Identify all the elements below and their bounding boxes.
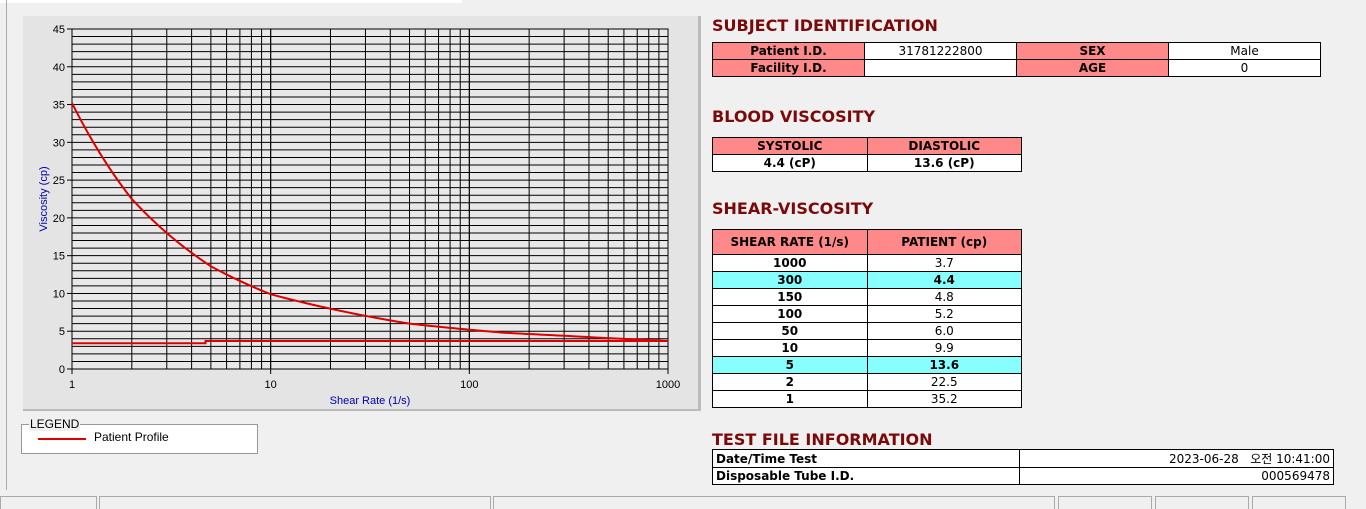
shear-row: 100 5.2 [712, 305, 1022, 323]
systolic-value: 4.4 (cP) [712, 154, 868, 172]
testfile-title: TEST FILE INFORMATION [712, 430, 933, 449]
shear-rate: 300 [712, 271, 868, 289]
facility-id [864, 59, 1017, 77]
shear-rate: 5 [712, 356, 868, 374]
legend-line-swatch [38, 438, 86, 440]
patient-value: 4.8 [866, 288, 1022, 306]
legend-entry: Patient Profile [94, 430, 169, 444]
y-tick-label: 10 [53, 288, 65, 300]
y-tick-label: 25 [53, 175, 65, 187]
shear-row: 2 22.5 [712, 373, 1022, 391]
viscosity-chart: 0 5 10 15 20 25 30 35 40 45 1 10 100 1000 Shear Rate (… [23, 16, 701, 411]
diastolic-label: DIASTOLIC [866, 137, 1022, 155]
status-pane [1155, 496, 1249, 509]
patient-value: 35.2 [866, 390, 1022, 408]
status-pane [1252, 496, 1346, 509]
status-pane [1058, 496, 1152, 509]
shear-rate: 1000 [712, 254, 868, 272]
y-axis-label: Viscosity (cp) [38, 166, 50, 231]
patient-value: 6.0 [866, 322, 1022, 340]
tube-value: 000569478 [1019, 467, 1334, 485]
shear-rate: 50 [712, 322, 868, 340]
systolic-label: SYSTOLIC [712, 137, 868, 155]
shear-row: 1 35.2 [712, 390, 1022, 408]
x-tick-label: 1 [69, 379, 75, 391]
subject-title: SUBJECT IDENTIFICATION [712, 16, 938, 35]
patient-value: 5.2 [866, 305, 1022, 323]
tube-label: Disposable Tube I.D. [712, 467, 1020, 485]
y-tick-label: 40 [53, 62, 65, 74]
shear-row: 5 13.6 [712, 356, 1022, 374]
frame-border [6, 0, 7, 490]
facility-label: Facility I.D. [712, 59, 865, 77]
patient-id: 31781222800 [864, 42, 1017, 60]
blood-title: BLOOD VISCOSITY [712, 107, 876, 126]
shear-rate: 150 [712, 288, 868, 306]
y-tick-label: 30 [53, 137, 65, 149]
status-pane [0, 496, 97, 509]
patient-value: 3.7 [866, 254, 1022, 272]
legend-title: LEGEND [29, 417, 81, 431]
x-axis-label: Shear Rate (1/s) [330, 395, 411, 407]
date-label: Date/Time Test [712, 449, 1020, 468]
shear-rate: 100 [712, 305, 868, 323]
sex-label: SEX [1016, 42, 1169, 60]
patient-profile-line [71, 102, 669, 343]
shear-rate: 2 [712, 373, 868, 391]
patient-value: 13.6 [866, 356, 1022, 374]
shear-row: 10 9.9 [712, 339, 1022, 357]
shear-rate: 10 [712, 339, 868, 357]
patient-header: PATIENT (cp) [866, 229, 1022, 255]
y-tick-label: 15 [53, 251, 65, 263]
shear-table: SHEAR RATE (1/s) PATIENT (cp) 1000 3.7 300 4… [712, 229, 1022, 408]
shear-row: 1000 3.7 [712, 254, 1022, 272]
date-value: 2023-06-28 오전 10:41:00 [1019, 449, 1334, 468]
plot-area [71, 28, 669, 370]
subject-table: Patient I.D. 31781222800 SEX Male Facility … [712, 42, 1321, 77]
y-tick-label: 0 [59, 364, 65, 376]
testfile-table: Date/Time Test 2023-06-28 오전 10:41:00 Dis… [712, 449, 1334, 485]
shear-row: 300 4.4 [712, 271, 1022, 289]
patient-value: 22.5 [866, 373, 1022, 391]
age-label: AGE [1016, 59, 1169, 77]
x-tick-label: 10 [265, 379, 277, 391]
age: 0 [1168, 59, 1321, 77]
diastolic-value: 13.6 (cP) [866, 154, 1022, 172]
patient-value: 4.4 [866, 271, 1022, 289]
status-pane [493, 496, 1055, 509]
shear-row: 50 6.0 [712, 322, 1022, 340]
patient-id-label: Patient I.D. [712, 42, 865, 60]
x-tick-label: 1000 [656, 379, 680, 391]
blood-table: SYSTOLIC DIASTOLIC 4.4 (cP) 13.6 (cP) [712, 137, 1022, 172]
shear-row: 150 4.8 [712, 288, 1022, 306]
top-bar [0, 0, 462, 3]
legend: LEGEND Patient Profile [21, 417, 258, 454]
status-pane [99, 496, 491, 509]
shear-title: SHEAR-VISCOSITY [712, 199, 874, 218]
y-tick-label: 45 [53, 24, 65, 36]
y-tick-label: 5 [59, 326, 65, 338]
baseline-series-line [72, 340, 668, 345]
shear-rate-header: SHEAR RATE (1/s) [712, 229, 868, 255]
y-tick-label: 35 [53, 100, 65, 112]
y-tick-label: 20 [53, 213, 65, 225]
patient-value: 9.9 [866, 339, 1022, 357]
x-tick-label: 100 [460, 379, 478, 391]
sex: Male [1168, 42, 1321, 60]
shear-rate: 1 [712, 390, 868, 408]
